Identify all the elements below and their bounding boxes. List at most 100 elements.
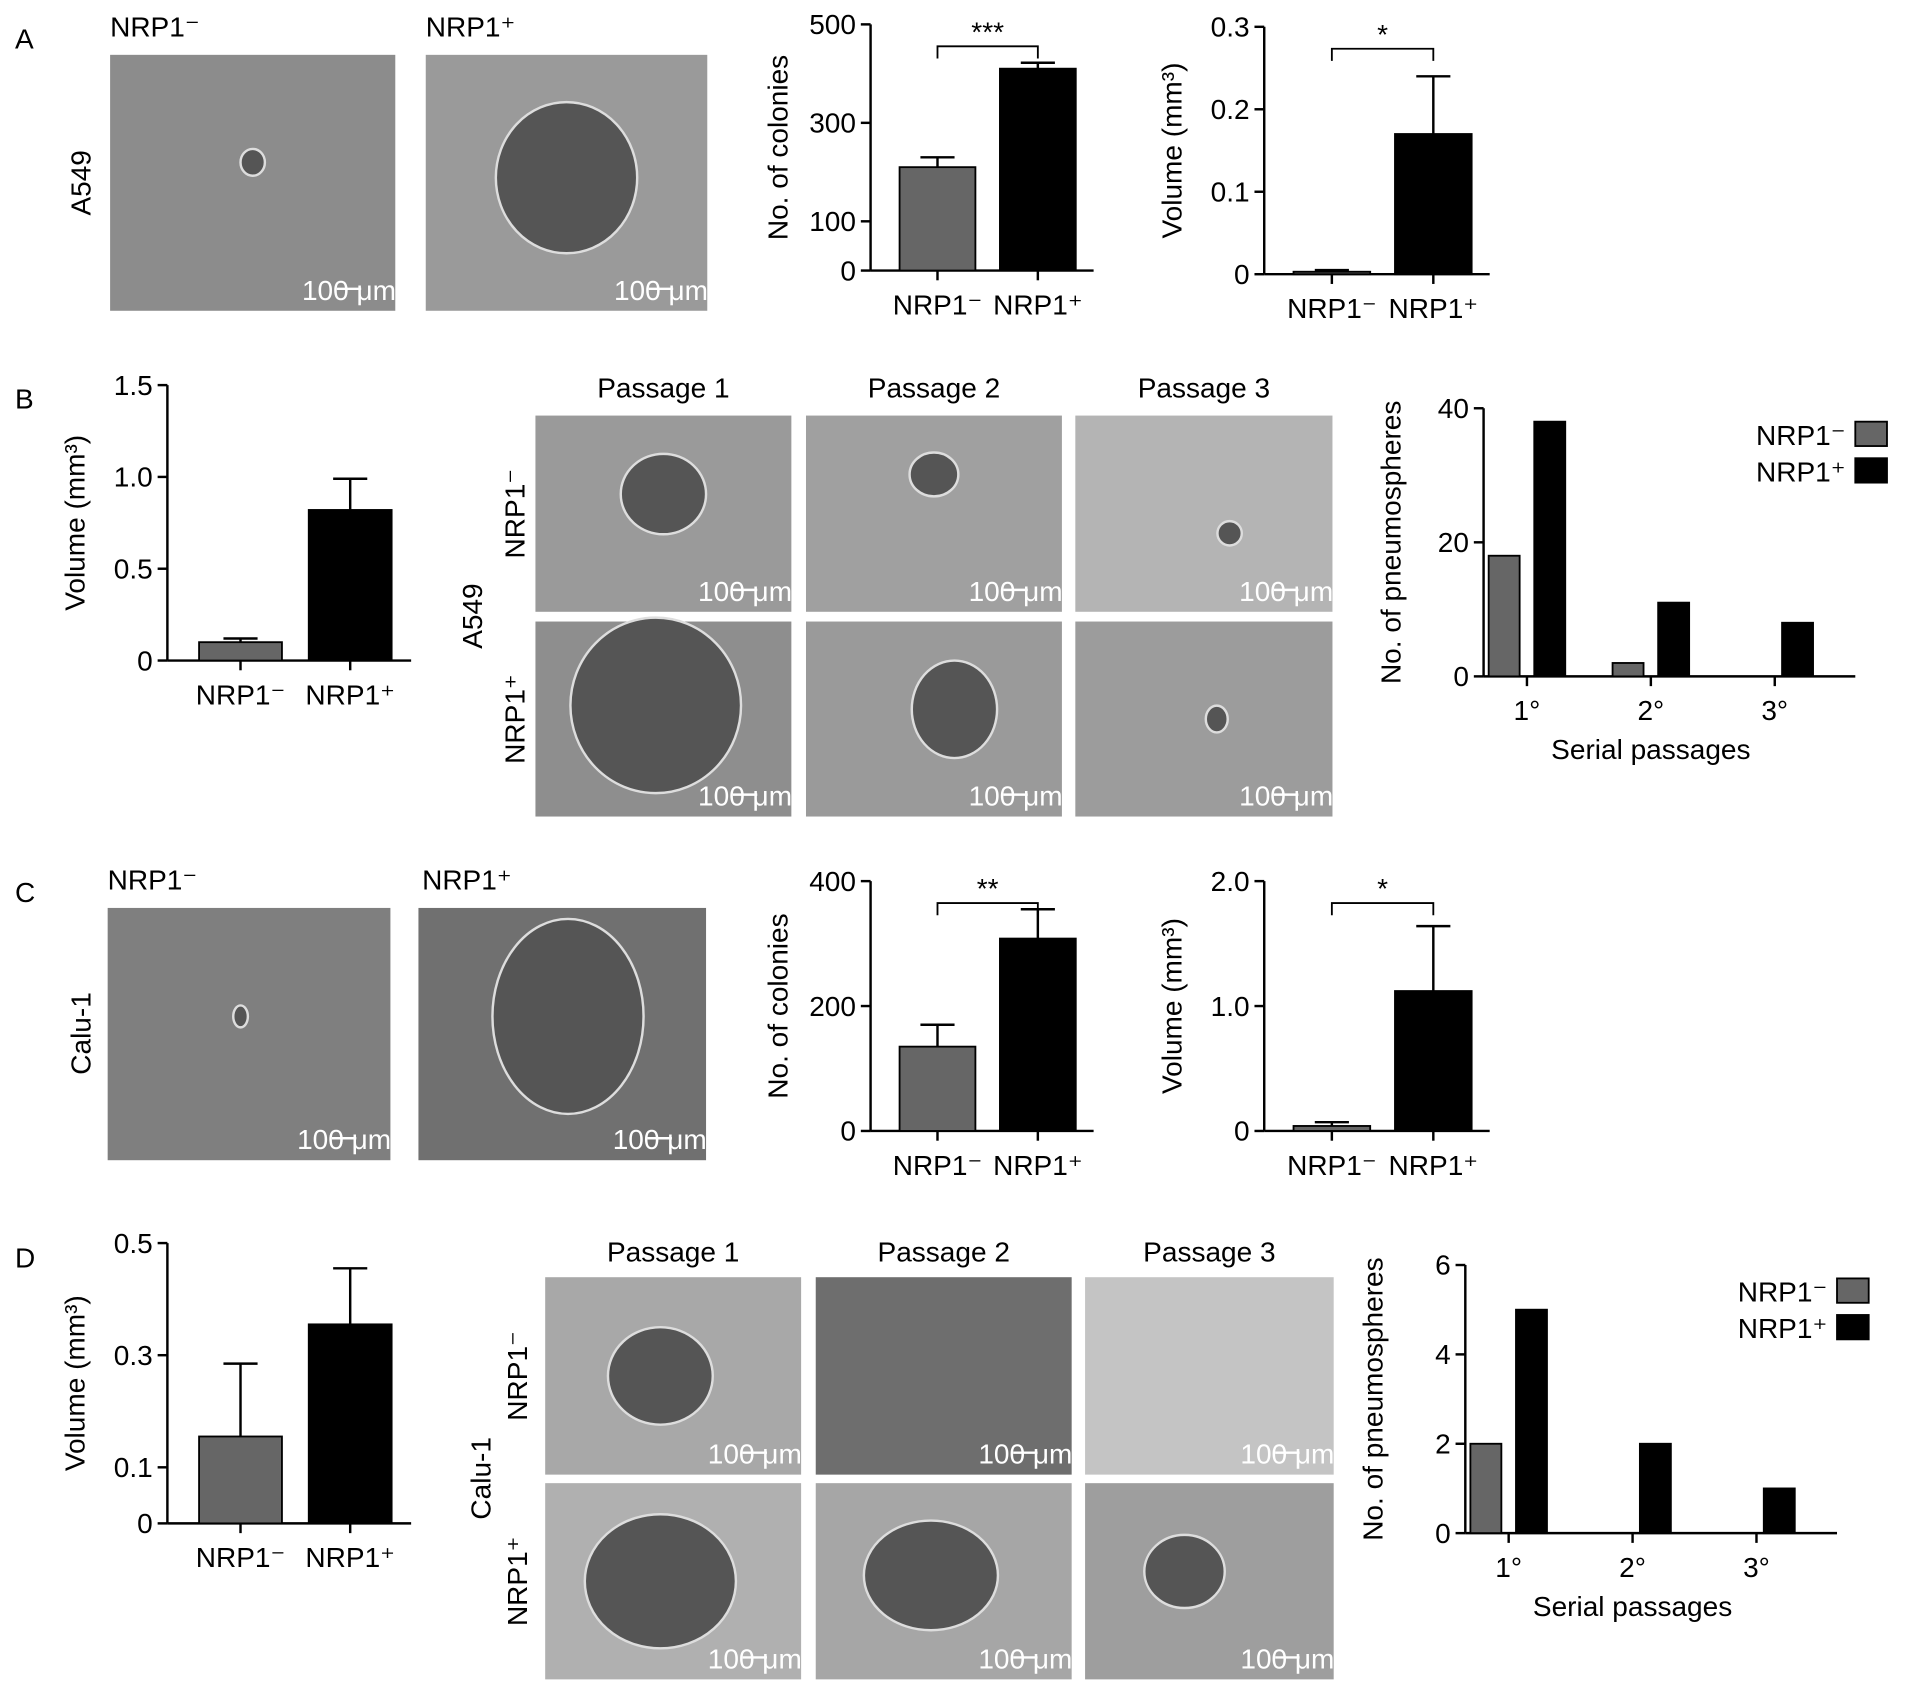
y-tick-label: 0 [137, 1508, 153, 1539]
legend-swatch [1836, 1314, 1870, 1341]
y-axis-label: Volume (mm³) [60, 1295, 91, 1471]
bar [1394, 133, 1473, 276]
row-group-label: A549 [457, 583, 488, 648]
y-tick-label: 2.0 [1211, 866, 1250, 897]
col-label: Passage 1 [597, 372, 729, 403]
sphere [1216, 519, 1244, 547]
y-axis-label: Volume (mm³) [1156, 63, 1187, 239]
significance-label: * [1377, 873, 1388, 904]
x-tick-label: NRP1⁺ [1389, 1150, 1479, 1181]
panel-letter: C [15, 877, 35, 908]
col-label: NRP1⁻ [108, 865, 198, 896]
row-label: NRP1⁺ [502, 1537, 533, 1627]
micrograph [1075, 621, 1333, 817]
y-tick-label: 1.5 [114, 370, 153, 401]
scale-bar-label: 100 μm [1240, 1439, 1334, 1470]
col-label: Passage 3 [1143, 1236, 1275, 1267]
col-label: Passage 2 [868, 372, 1000, 403]
col-label: Passage 3 [1138, 372, 1270, 403]
x-axis-label: Serial passages [1551, 734, 1750, 765]
x-tick-label: NRP1⁻ [1287, 1150, 1377, 1181]
y-tick-label: 6 [1435, 1250, 1451, 1281]
x-tick-label: 2° [1637, 695, 1664, 726]
scale-bar-label: 100 μm [613, 1124, 707, 1155]
panel-letter: B [15, 383, 34, 414]
row-label: NRP1⁻ [499, 469, 530, 559]
x-tick-label: NRP1⁻ [196, 1542, 286, 1573]
bar [1487, 554, 1521, 678]
y-tick-label: 0 [1453, 661, 1469, 692]
y-tick-label: 0 [1234, 1116, 1250, 1147]
x-tick-label: NRP1⁺ [993, 289, 1083, 320]
micrograph [1075, 415, 1333, 612]
x-tick-label: NRP1⁻ [893, 1150, 983, 1181]
bar [898, 166, 977, 272]
bar [1533, 420, 1567, 678]
sphere [494, 100, 639, 255]
micrograph [815, 1277, 1072, 1475]
sphere [910, 659, 999, 760]
sphere [569, 616, 743, 795]
scale-bar-label: 100 μm [708, 1439, 802, 1470]
row-label: NRP1⁻ [502, 1331, 533, 1421]
legend-label: NRP1⁺ [1756, 456, 1846, 487]
x-tick-label: NRP1⁻ [196, 679, 286, 710]
bar [1515, 1308, 1548, 1535]
chart: 0 0.5 1.0 1.5 Volume (mm³) NRP1⁻ NRP1⁺ [60, 370, 412, 710]
scale-bar-label: 100 μm [978, 1643, 1072, 1674]
y-tick-label: 1.0 [1211, 991, 1250, 1022]
y-tick-label: 0 [1435, 1518, 1451, 1549]
x-axis-label: Serial passages [1533, 1591, 1732, 1622]
y-tick-label: 0 [1234, 259, 1250, 290]
chart: 0 1.0 2.0 Volume (mm³) NRP1⁻ NRP1⁺ * [1156, 866, 1490, 1181]
chart: 0 100 300 500 No. of colonies NRP1⁻ NRP1⁺ *** [763, 9, 1094, 320]
y-tick-label: 0 [840, 255, 856, 286]
sphere [232, 1004, 250, 1029]
y-axis-label: No. of pneumospheres [1376, 401, 1407, 684]
bar [198, 641, 283, 662]
bar [898, 1045, 977, 1132]
y-tick-label: 40 [1438, 393, 1469, 424]
y-axis-label: No. of colonies [763, 55, 794, 240]
x-tick-label: 1° [1495, 1552, 1522, 1583]
row-label: NRP1⁺ [499, 674, 530, 764]
significance-label: *** [971, 16, 1004, 47]
x-tick-label: NRP1⁻ [893, 289, 983, 320]
y-tick-label: 500 [809, 9, 856, 40]
panel-letter: D [15, 1242, 35, 1273]
significance-label: * [1377, 19, 1388, 50]
x-tick-label: 3° [1743, 1552, 1770, 1583]
legend-swatch [1854, 457, 1888, 484]
scale-bar-label: 100 μm [969, 781, 1063, 812]
y-tick-label: 0.1 [114, 1452, 153, 1483]
scale-bar-label: 100 μm [978, 1439, 1072, 1470]
chart: 0 20 40 No. of pneumospheres 1° 2° 3° Serial pa… [1376, 393, 1888, 765]
chart: 0 200 400 No. of colonies NRP1⁻ NRP1⁺ ** [763, 866, 1094, 1181]
sphere [1204, 704, 1229, 734]
sphere [491, 917, 645, 1116]
bar [307, 1323, 393, 1525]
sphere [239, 147, 267, 177]
chart: 0 2 4 6 No. of pneumospheres 1° 2° 3° Serial pas… [1357, 1250, 1870, 1622]
scale-bar-label: 100 μm [1239, 576, 1333, 607]
bar [1781, 621, 1814, 678]
row-label: Calu-1 [66, 992, 97, 1075]
y-tick-label: 100 [809, 206, 856, 237]
micrograph [1085, 1277, 1334, 1475]
legend-label: NRP1⁻ [1738, 1277, 1828, 1308]
y-tick-label: 0.5 [114, 1228, 153, 1259]
x-tick-label: NRP1⁺ [1389, 293, 1479, 324]
sphere [1143, 1533, 1226, 1610]
x-tick-label: NRP1⁺ [993, 1150, 1083, 1181]
bar [1469, 1442, 1503, 1535]
col-label: NRP1⁺ [426, 12, 516, 43]
scale-bar-label: 100 μm [614, 275, 708, 306]
scale-bar-label: 100 μm [1239, 781, 1333, 812]
scale-bar-label: 100 μm [1240, 1643, 1334, 1674]
y-tick-label: 0.3 [1211, 12, 1250, 43]
col-label: Passage 1 [607, 1236, 739, 1267]
y-axis-label: No. of colonies [763, 913, 794, 1098]
bar [1611, 662, 1645, 678]
y-tick-label: 0.1 [1211, 176, 1250, 207]
